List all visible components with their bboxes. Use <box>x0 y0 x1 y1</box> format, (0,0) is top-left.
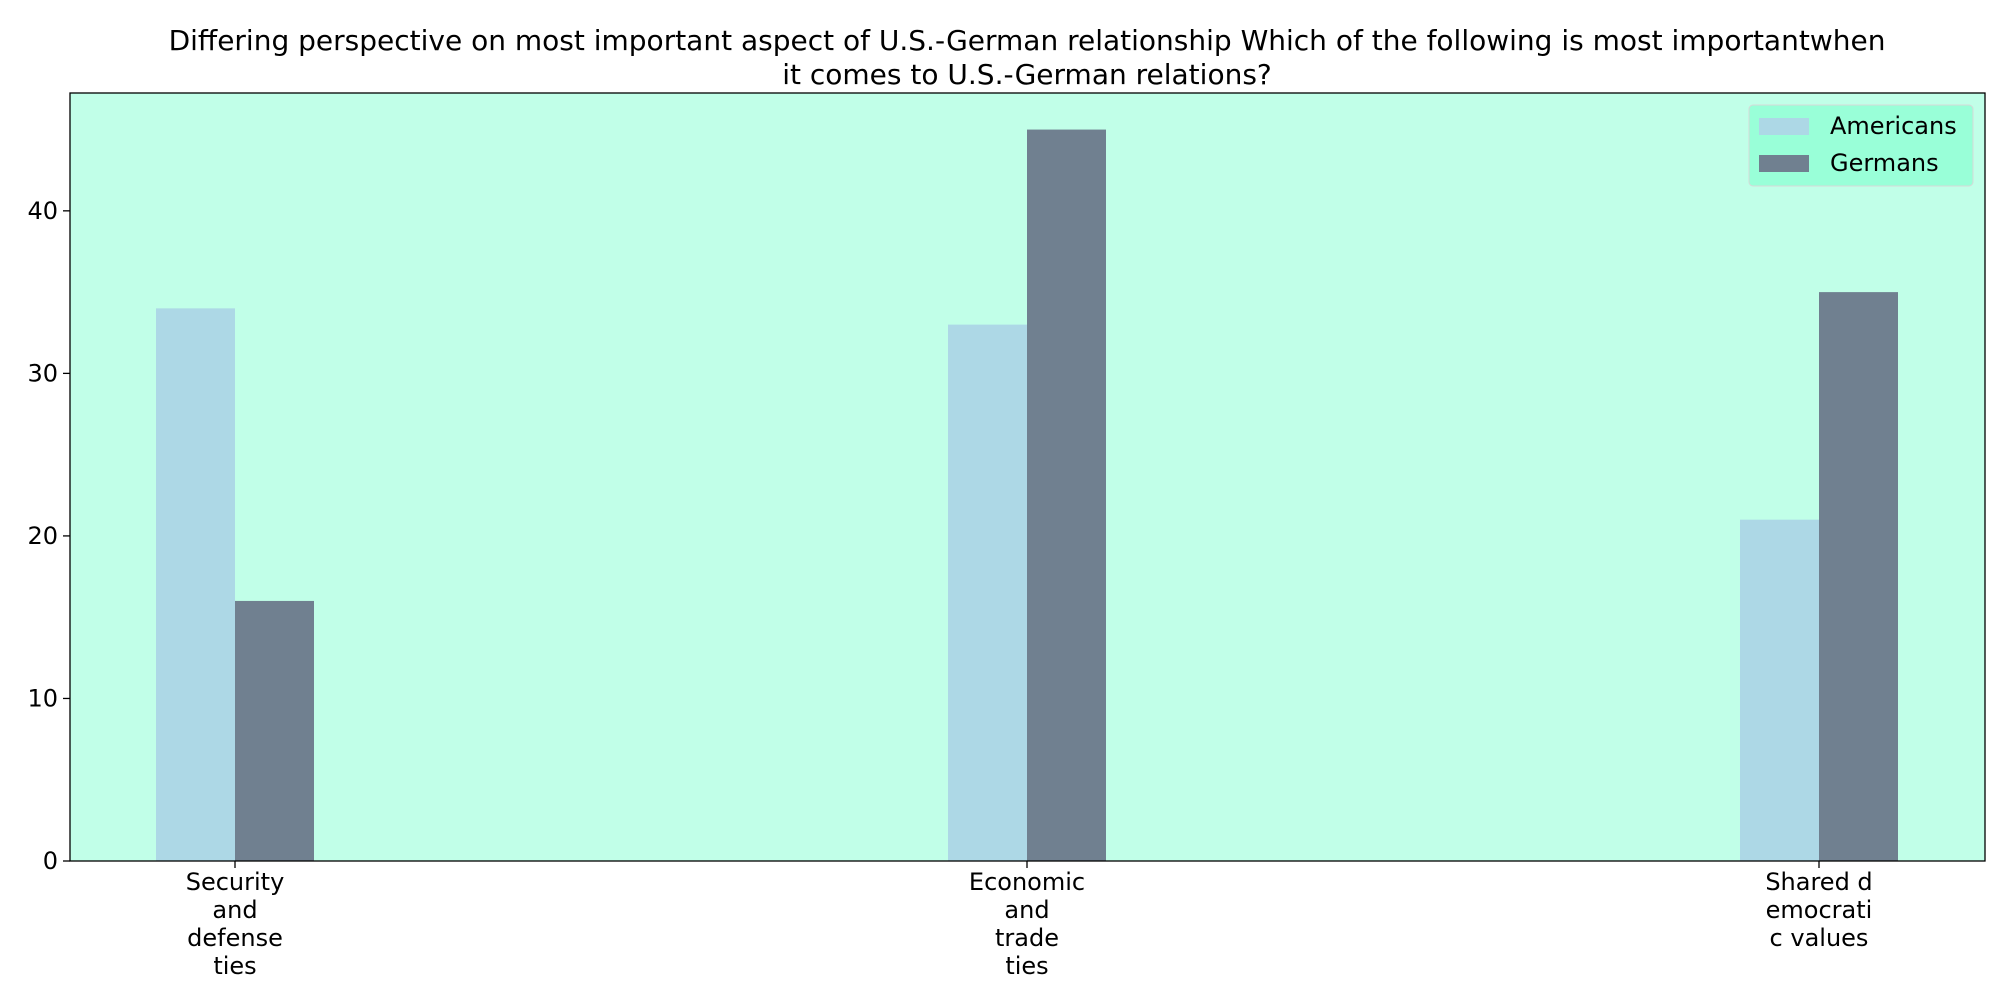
chart-title-line: it comes to U.S.-German relations? <box>782 58 1272 91</box>
x-tick-label: defense <box>187 924 283 952</box>
chart-title: Differing perspective on most important … <box>169 24 1886 91</box>
x-tick-label: and <box>212 896 257 924</box>
x-tick-label: Economic <box>969 868 1085 896</box>
x-axis: SecurityanddefensetiesEconomicandtradeti… <box>186 861 1873 980</box>
y-tick-label: 0 <box>43 847 58 875</box>
bar-germans-2 <box>1819 292 1898 862</box>
x-tick-label: Shared d <box>1765 868 1872 896</box>
y-tick-label: 30 <box>27 359 58 387</box>
legend-swatch-americans <box>1759 118 1809 135</box>
x-tick-label: trade <box>995 924 1059 952</box>
bar-americans-2 <box>1740 519 1819 861</box>
bar-germans-1 <box>1027 129 1106 862</box>
x-tick-label: c values <box>1770 924 1869 952</box>
y-axis: 0 10 20 30 40 <box>27 197 70 875</box>
legend-label-americans: Americans <box>1830 112 1957 140</box>
x-tick-label: and <box>1004 896 1049 924</box>
bar-americans-0 <box>156 308 235 861</box>
x-tick-label: emocrati <box>1766 896 1873 924</box>
y-tick-label: 20 <box>27 522 58 550</box>
bar-americans-1 <box>948 324 1027 862</box>
x-tick-label: ties <box>213 952 256 980</box>
x-tick-label: Security <box>186 868 285 896</box>
bar-germans-0 <box>235 600 314 861</box>
legend-swatch-germans <box>1759 155 1809 172</box>
chart-title-line: Differing perspective on most important … <box>169 24 1886 57</box>
bars <box>156 129 1898 862</box>
y-tick-label: 10 <box>27 684 58 712</box>
y-tick-label: 40 <box>27 197 58 225</box>
legend: Americans Germans <box>1748 104 1974 187</box>
legend-label-germans: Germans <box>1830 149 1939 177</box>
x-tick-label: ties <box>1005 952 1048 980</box>
